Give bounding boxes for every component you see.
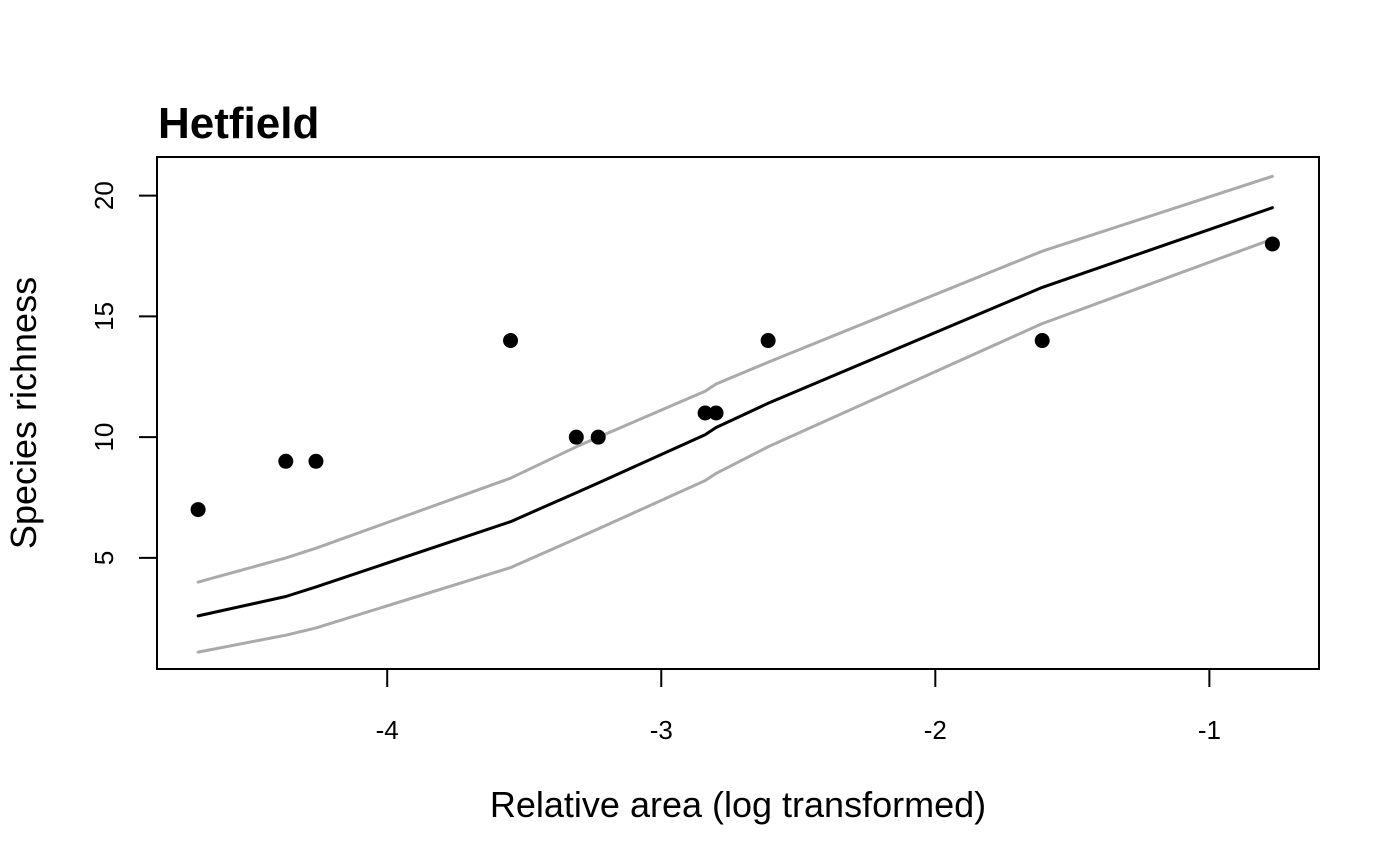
- y-tick-label: 5: [89, 551, 119, 565]
- data-point: [760, 333, 776, 349]
- data-point: [278, 453, 294, 469]
- data-point: [708, 405, 724, 421]
- data-point: [190, 502, 206, 518]
- series-line-lower-interval: [196, 237, 1274, 654]
- y-tick-label: 10: [89, 423, 119, 452]
- y-axis-label: Species richness: [3, 277, 44, 549]
- y-tick-label: 15: [89, 302, 119, 331]
- y-tick-label: 20: [89, 181, 119, 210]
- y-axis: 5 10 15 20: [89, 181, 157, 565]
- points-layer: [190, 236, 1280, 518]
- series-line-fit: [196, 206, 1274, 618]
- plot-frame: [156, 156, 1320, 670]
- data-point: [568, 429, 584, 445]
- data-point: [590, 429, 606, 445]
- x-tick-label: -2: [924, 715, 947, 745]
- x-tick-label: -1: [1198, 715, 1221, 745]
- chart-title: Hetfield: [158, 99, 319, 148]
- x-axis: -4 -3 -2 -1: [376, 669, 1221, 745]
- series-line-upper-interval: [196, 174, 1274, 584]
- x-tick-label: -4: [376, 715, 399, 745]
- x-axis-label: Relative area (log transformed): [490, 784, 986, 825]
- data-point: [308, 453, 324, 469]
- data-point: [1264, 236, 1280, 252]
- x-tick-label: -3: [650, 715, 673, 745]
- data-point: [1034, 333, 1050, 349]
- series-layer: [196, 174, 1274, 654]
- data-point: [697, 405, 713, 421]
- data-point: [503, 333, 519, 349]
